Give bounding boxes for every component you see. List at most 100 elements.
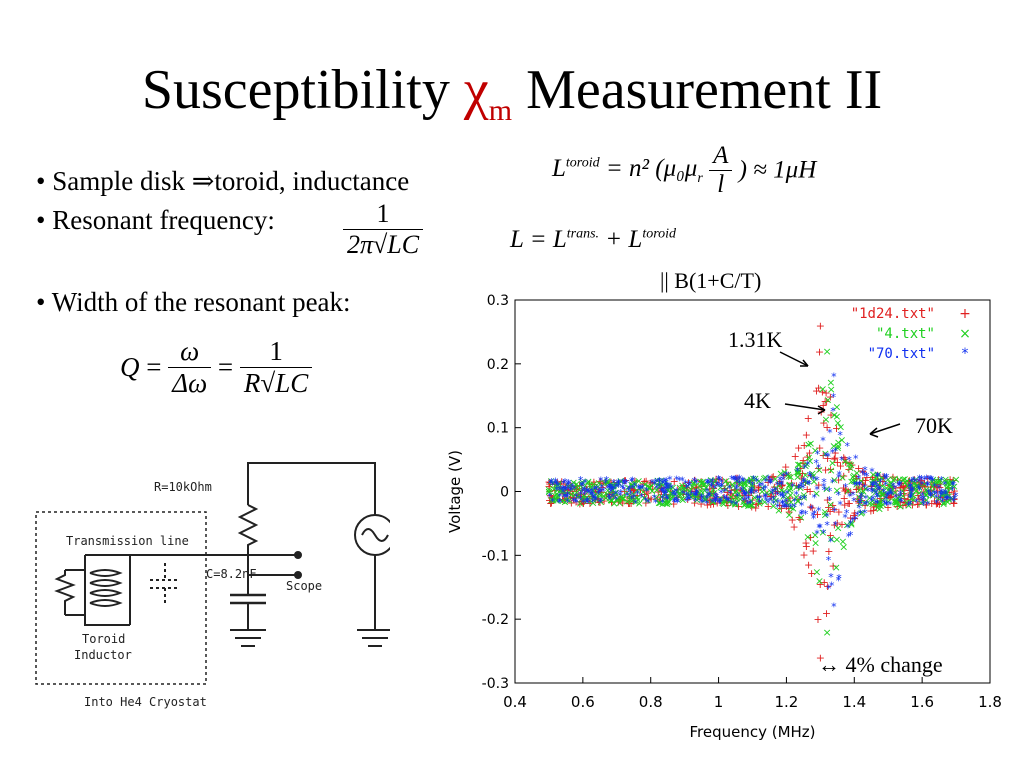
data-point: *	[739, 484, 745, 497]
data-point: +	[926, 484, 935, 497]
data-point: ×	[748, 472, 757, 485]
data-point: ×	[637, 481, 646, 494]
data-point: *	[565, 489, 571, 502]
data-point: ×	[838, 535, 847, 548]
data-point: ×	[812, 487, 821, 500]
data-point: *	[951, 495, 957, 508]
data-point: *	[768, 476, 774, 489]
data-point: +	[720, 482, 729, 495]
data-point: ×	[629, 488, 638, 501]
data-point: +	[636, 484, 645, 497]
data-point: +	[693, 490, 702, 503]
data-point: +	[546, 497, 555, 510]
data-point: +	[653, 492, 662, 505]
data-point: *	[780, 497, 786, 510]
data-point: ×	[688, 480, 697, 493]
data-point: ×	[877, 487, 886, 500]
data-point: +	[858, 477, 867, 490]
data-point: +	[706, 498, 715, 511]
data-point: ×	[549, 483, 558, 496]
data-point: +	[767, 489, 776, 502]
data-point: *	[870, 486, 876, 499]
data-point: ×	[769, 499, 778, 512]
data-point: +	[940, 494, 949, 507]
data-point: ×	[809, 469, 818, 482]
data-point: ×	[818, 526, 827, 539]
data-point: +	[887, 490, 896, 503]
data-point: ×	[775, 478, 784, 491]
data-point: +	[691, 485, 700, 498]
data-point: *	[826, 582, 832, 595]
data-point: +	[594, 495, 603, 508]
data-point: *	[748, 488, 754, 501]
data-point: +	[935, 498, 944, 511]
data-point: ×	[895, 473, 904, 486]
data-point: *	[908, 481, 914, 494]
data-point: +	[607, 486, 616, 499]
data-point: +	[575, 497, 584, 510]
data-point: *	[814, 457, 820, 470]
data-point: *	[589, 485, 595, 498]
data-point: *	[664, 494, 670, 507]
data-point: *	[884, 489, 890, 502]
data-point: +	[844, 463, 853, 476]
data-point: ×	[904, 499, 913, 512]
data-point: ×	[827, 533, 836, 546]
data-point: +	[804, 559, 813, 572]
data-point: +	[663, 481, 672, 494]
data-point: *	[874, 489, 880, 502]
data-point: *	[910, 484, 916, 497]
data-point: +	[643, 487, 652, 500]
data-point: +	[567, 496, 576, 509]
data-point: ×	[548, 476, 557, 489]
data-point: +	[823, 580, 832, 593]
data-point: +	[547, 496, 556, 509]
data-point: *	[876, 483, 882, 496]
data-point: +	[883, 501, 892, 514]
data-point: *	[746, 492, 752, 505]
data-point: +	[879, 472, 888, 485]
data-point: ×	[929, 476, 938, 489]
data-point: +	[840, 499, 849, 512]
data-point: ×	[606, 493, 615, 506]
data-point: +	[917, 474, 926, 487]
data-point: *	[557, 484, 563, 497]
data-point: ×	[885, 485, 894, 498]
data-point: ×	[907, 479, 916, 492]
data-point: ×	[675, 481, 684, 494]
data-point: ×	[695, 480, 704, 493]
data-point: ×	[757, 485, 766, 498]
data-point: *	[608, 486, 614, 499]
data-point: ×	[678, 493, 687, 506]
data-point: +	[744, 489, 753, 502]
data-point: ×	[731, 491, 740, 504]
data-point: ×	[901, 476, 910, 489]
capacitor-label: C=8.2nF	[206, 567, 257, 581]
data-point: +	[841, 456, 850, 469]
data-point: +	[854, 495, 863, 508]
data-point: *	[931, 487, 937, 500]
data-point: +	[678, 479, 687, 492]
data-point: *	[927, 473, 933, 486]
data-point: +	[748, 494, 757, 507]
data-point: +	[878, 470, 887, 483]
data-point: *	[757, 480, 763, 493]
data-point: ×	[623, 495, 632, 508]
data-point: *	[814, 474, 820, 487]
data-point: +	[905, 474, 914, 487]
data-point: +	[900, 492, 909, 505]
data-point: ×	[891, 496, 900, 509]
data-point: +	[927, 488, 936, 501]
data-point: *	[748, 486, 754, 499]
data-point: *	[783, 500, 789, 513]
peak-point: ×	[823, 626, 832, 639]
data-point: *	[704, 498, 710, 511]
data-point: ×	[920, 478, 929, 491]
data-point: +	[836, 460, 845, 473]
data-point: ×	[668, 487, 677, 500]
data-point: ×	[742, 474, 751, 487]
data-point: ×	[652, 484, 661, 497]
data-point: *	[922, 474, 928, 487]
data-point: ×	[883, 473, 892, 486]
data-point: *	[844, 507, 850, 520]
